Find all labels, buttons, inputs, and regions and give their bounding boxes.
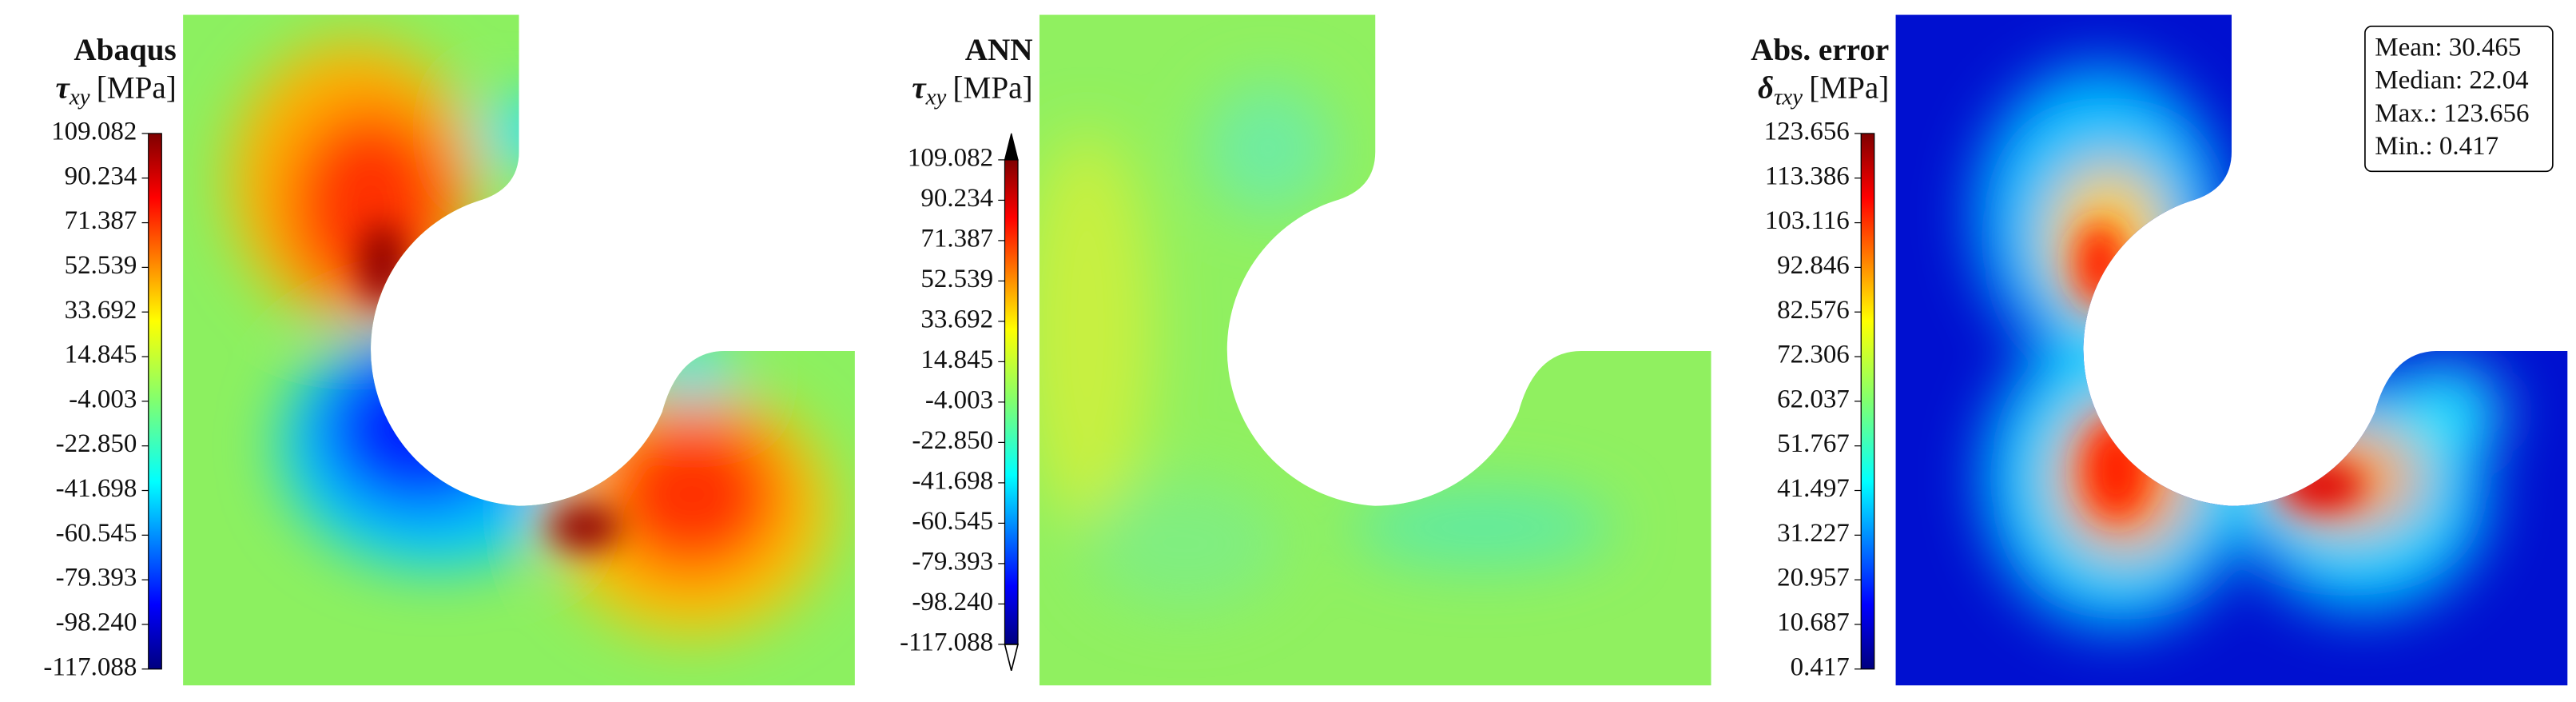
subscript: xy: [69, 84, 90, 110]
colorbar-tick-label: 0.417: [1791, 652, 1850, 681]
colorbar-tick-label: -4.003: [925, 385, 993, 414]
colorbar: [1004, 159, 1019, 645]
quantity-label: τxy [MPa]: [56, 70, 177, 110]
colorbar-tick-label: -41.698: [912, 466, 993, 495]
colorbar-tick-label: -117.088: [43, 652, 137, 681]
symbol: τ: [912, 70, 927, 105]
colorbar-arrow-bottom: [1004, 644, 1020, 672]
colorbar-tick-label: 71.387: [65, 206, 137, 235]
quantity-label: δτxy [MPa]: [1758, 70, 1889, 110]
quantity-label: τxy [MPa]: [912, 70, 1032, 110]
colorbar-tick-label: 20.957: [1777, 564, 1850, 592]
panel-title: Abs. error: [1751, 33, 1889, 67]
colorbar-tick-label: -4.003: [69, 385, 137, 413]
colorbar-tick-label: -98.240: [56, 608, 137, 637]
field-ann: [1039, 14, 1711, 686]
subscript: τxy: [1774, 84, 1803, 110]
colorbar-tick-label: -60.545: [912, 507, 993, 536]
colorbar-tick-label: 62.037: [1777, 385, 1850, 413]
field-abaqus: [183, 14, 855, 686]
colorbar-tick-label: 31.227: [1777, 519, 1850, 548]
colorbar-arrow-top: [1004, 133, 1019, 161]
colorbar-tick-label: -117.088: [900, 628, 993, 656]
colorbar-tick-label: 123.656: [1764, 118, 1850, 146]
colorbar-tick-label: -22.850: [56, 429, 137, 458]
unit: [MPa]: [953, 70, 1033, 105]
colorbar-tick-label: -60.545: [56, 519, 137, 548]
symbol: δ: [1758, 70, 1774, 105]
stats-line: Min.: 0.417: [2375, 132, 2498, 161]
colorbar-tick-label: 14.845: [920, 345, 993, 374]
colorbar-tick-label: -41.698: [56, 474, 137, 503]
colorbar-tick-label: 10.687: [1777, 608, 1850, 637]
colorbar-tick-label: 90.234: [65, 162, 137, 190]
colorbar-tick-label: 33.692: [65, 296, 137, 325]
colorbar-tick-label: 113.386: [1765, 162, 1850, 190]
subscript: xy: [925, 84, 947, 110]
colorbar-tick-label: 14.845: [65, 341, 137, 369]
colorbar-tick-label: 51.767: [1777, 429, 1850, 458]
colorbar-tick-label: 109.082: [908, 143, 993, 172]
colorbar: [1860, 133, 1875, 670]
colorbar-tick-label: 52.539: [920, 265, 993, 293]
stats-line: Median: 22.04: [2375, 66, 2528, 95]
unit: [MPa]: [97, 70, 177, 105]
stats-line: Max.: 123.656: [2375, 99, 2529, 128]
colorbar-tick-label: -98.240: [912, 588, 993, 616]
colorbar-tick-label: -79.393: [912, 547, 993, 576]
colorbar-tick-label: 82.576: [1777, 296, 1850, 325]
symbol: τ: [56, 70, 71, 105]
colorbar-tick-label: 109.082: [51, 118, 137, 146]
colorbar-tick-label: 72.306: [1777, 341, 1850, 369]
unit: [MPa]: [1809, 70, 1889, 105]
panel-title: Abaqus: [74, 33, 176, 67]
colorbar-tick-label: 90.234: [920, 184, 993, 213]
colorbar-tick-label: -79.393: [56, 564, 137, 592]
panel-title: ANN: [965, 33, 1033, 67]
colorbar-tick-label: 41.497: [1777, 474, 1850, 503]
colorbar-tick-label: 92.846: [1777, 251, 1850, 280]
colorbar-tick-label: -22.850: [912, 426, 993, 455]
colorbar-tick-label: 71.387: [920, 224, 993, 253]
stats-box: [2364, 26, 2554, 173]
colorbar-tick-label: 103.116: [1765, 206, 1850, 235]
colorbar-tick-label: 52.539: [65, 251, 137, 280]
colorbar: [148, 133, 162, 670]
colorbar-tick-label: 33.692: [920, 305, 993, 333]
stats-line: Mean: 30.465: [2375, 33, 2521, 62]
